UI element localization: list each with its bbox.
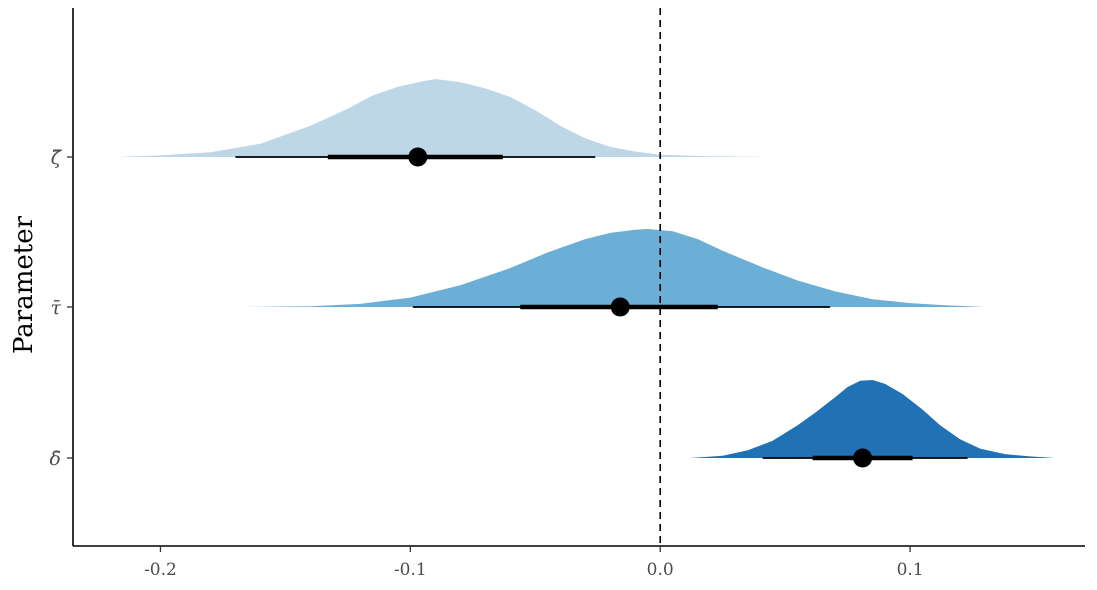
density-layer [118,79,1055,458]
point-estimate-2 [610,297,630,317]
point-estimate-1 [408,147,428,167]
interval-layer [235,147,968,468]
density-area-3 [690,380,1055,458]
x-tick-label-1: -0.2 [144,560,177,580]
density-area-1 [118,79,768,157]
y-axis-title: Parameter [9,215,39,354]
tick-layer: -0.2 -0.1 0.0 0.1 ζ̄ τ̄ δ̄ [50,147,924,580]
x-tick-label-3: 0.0 [647,560,674,580]
axes-layer: Parameter [9,8,1085,547]
y-tick-label-2: τ̄ [50,297,61,319]
y-tick-label-3: δ̄ [50,448,61,470]
point-estimate-3 [853,448,873,468]
x-tick-label-2: -0.1 [394,560,427,580]
y-tick-label-1: ζ̄ [51,147,63,169]
density-area-2 [245,229,985,307]
x-tick-label-4: 0.1 [897,560,924,580]
